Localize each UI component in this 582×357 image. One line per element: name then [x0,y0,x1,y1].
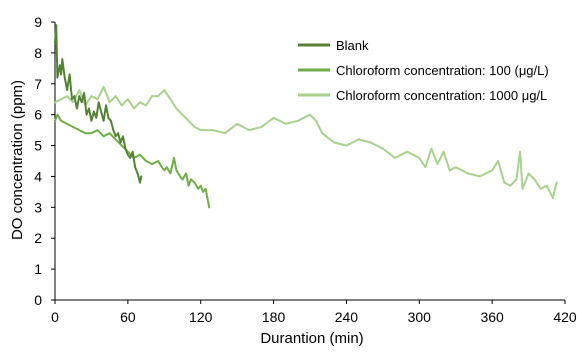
series-line-2 [54,113,211,209]
legend: Blank Chloroform concentration: 100 (μg/L… [298,38,549,103]
legend-label: Chloroform concentration: 100 (μg/L) [336,63,549,78]
x-tick-label: 360 [480,309,504,325]
series-line-1 [54,24,143,184]
y-axis-title: DO concentration (ppm) [9,80,26,240]
x-tick-label: 120 [189,309,213,325]
series-line-3 [54,85,558,200]
y-tick-label: 0 [34,292,42,308]
x-tick-label: 300 [408,309,432,325]
y-tick-label: 6 [34,107,42,123]
y-tick-label: 7 [34,76,42,92]
legend-label: Blank [336,38,369,53]
x-tick-label: 0 [51,309,59,325]
axes: 0 1 2 3 4 5 6 7 8 9 0 60 120 180 240 300 360 420 [34,14,577,325]
y-tick-label: 8 [34,45,42,61]
y-tick-label: 2 [34,230,42,246]
x-axis-title: Durantion (min) [260,330,363,347]
x-tick-label: 60 [120,309,136,325]
y-tick-label: 4 [34,168,42,184]
y-tick-label: 9 [34,14,42,30]
series-lines [54,24,558,209]
y-tick-label: 1 [34,261,42,277]
y-tick-label: 5 [34,138,42,154]
legend-label: Chloroform concentration: 1000 μg/L [336,88,547,103]
y-tick-label: 3 [34,199,42,215]
x-tick-label: 180 [262,309,286,325]
x-tick-label: 420 [553,309,577,325]
x-tick-label: 240 [335,309,359,325]
